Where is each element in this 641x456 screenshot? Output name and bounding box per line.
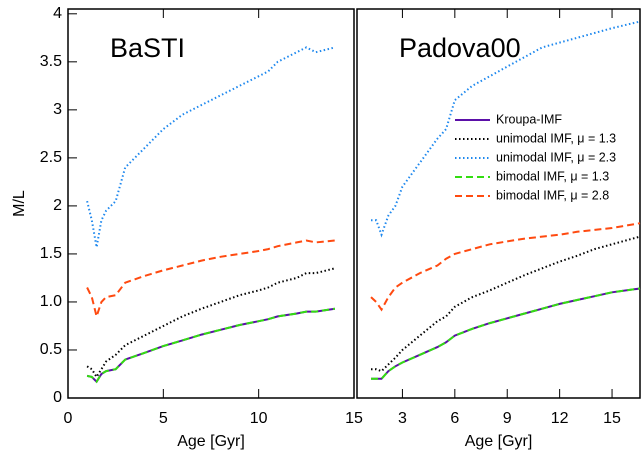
y-tick-label: 3 <box>53 101 62 118</box>
series-line <box>370 222 641 312</box>
series-line <box>371 235 641 373</box>
x-tick-label: 15 <box>345 410 363 427</box>
legend-label: unimodal IMF, μ = 2.3 <box>496 150 616 164</box>
series-line <box>86 267 336 379</box>
series-line <box>371 287 641 380</box>
y-tick-label: 2 <box>53 197 62 214</box>
panel-title: BaSTI <box>110 33 185 63</box>
y-tick-label: 0 <box>53 389 62 406</box>
y-tick-label: 1.5 <box>40 245 62 262</box>
y-tick-label: 4 <box>53 5 62 22</box>
y-tick-label: 0.5 <box>40 341 62 358</box>
series-line <box>86 307 336 384</box>
x-tick-label: 3 <box>398 410 407 427</box>
x-tick-label: 0 <box>64 410 73 427</box>
x-tick-label: 6 <box>450 410 459 427</box>
x-axis-label: Age [Gyr] <box>465 433 533 450</box>
legend-label: Kroupa-IMF <box>496 112 562 126</box>
plot-frame <box>67 8 355 399</box>
x-tick-label: 15 <box>603 410 621 427</box>
y-axis-label: M/L <box>11 190 28 217</box>
x-tick-label: 10 <box>250 410 268 427</box>
y-tick-label: 1.0 <box>40 293 62 310</box>
y-tick-label: 2.5 <box>40 149 62 166</box>
x-tick-label: 5 <box>159 410 168 427</box>
plot-frame <box>356 8 641 399</box>
series-line <box>371 287 641 380</box>
panel-title: Padova00 <box>399 33 521 63</box>
y-tick-label: 3.5 <box>40 53 62 70</box>
legend-label: unimodal IMF, μ = 1.3 <box>496 131 616 145</box>
series-line <box>86 239 335 320</box>
legend-label: bimodal IMF, μ = 2.8 <box>496 188 609 202</box>
series-line <box>86 46 336 248</box>
legend-label: bimodal IMF, μ = 1.3 <box>496 169 609 183</box>
x-tick-label: 12 <box>551 410 569 427</box>
x-tick-label: 9 <box>503 410 512 427</box>
x-axis-label: Age [Gyr] <box>177 433 245 450</box>
